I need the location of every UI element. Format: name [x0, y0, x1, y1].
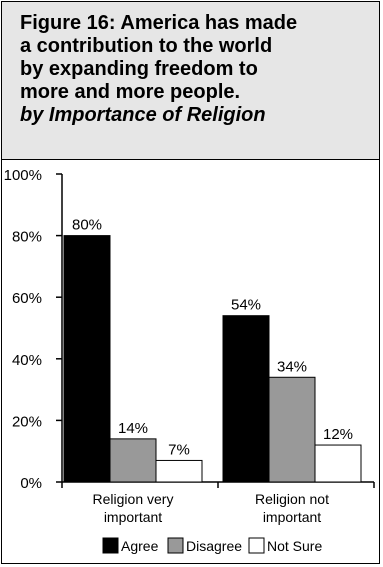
legend-swatch	[167, 537, 184, 554]
bar	[222, 315, 270, 483]
bar	[268, 376, 316, 483]
title-line-4: more and more people.	[20, 81, 241, 103]
category-label: Religion very	[93, 491, 174, 507]
y-tick-label: 100%	[4, 167, 42, 184]
title-line-2: a contribution to the world	[20, 35, 273, 57]
y-tick-label: 20%	[12, 413, 42, 430]
legend-swatch	[248, 537, 265, 554]
bar	[314, 444, 362, 483]
y-tick-label: 0%	[20, 475, 42, 492]
bar	[109, 438, 157, 483]
data-label: 14%	[118, 420, 148, 437]
data-label: 80%	[72, 217, 102, 234]
y-tick-label: 60%	[12, 290, 42, 307]
legend-label: Not Sure	[267, 538, 322, 554]
title-line-3: by expanding freedom to	[20, 58, 258, 80]
legend-swatch	[102, 537, 119, 554]
title-box: Figure 16: America has made a contributi…	[2, 2, 379, 160]
data-label: 7%	[168, 441, 190, 458]
legend-label: Agree	[121, 538, 159, 554]
data-label: 12%	[323, 426, 353, 443]
data-label: 34%	[277, 358, 307, 375]
data-label: 54%	[231, 297, 261, 314]
bar	[63, 235, 111, 483]
y-tick-label: 80%	[12, 229, 42, 246]
chart-subtitle: by Importance of Religion	[20, 104, 266, 126]
category-label: important	[104, 509, 162, 525]
category-label: important	[263, 509, 321, 525]
title-line-1: Figure 16: America has made	[20, 12, 298, 34]
legend-label: Disagree	[186, 538, 242, 554]
bar	[155, 459, 203, 483]
category-label: Religion not	[255, 491, 329, 507]
y-tick-label: 40%	[12, 352, 42, 369]
